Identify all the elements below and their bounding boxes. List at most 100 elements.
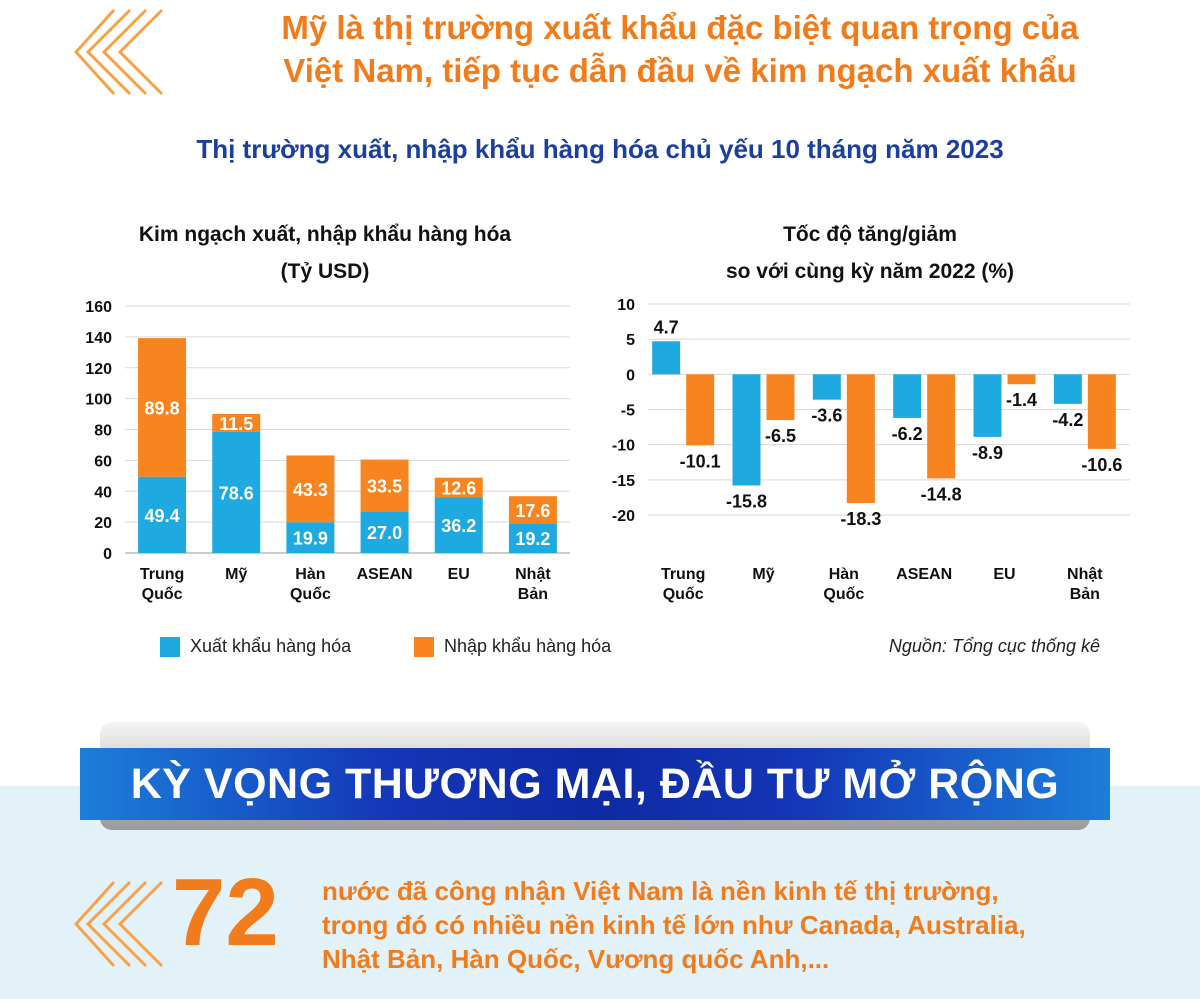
stat-line-2: trong đó có nhiều nền kinh tế lớn như Ca… xyxy=(322,910,1026,940)
data-label-export: 27.0 xyxy=(367,523,402,543)
data-label-export: 49.4 xyxy=(145,506,180,526)
data-label-export: 19.2 xyxy=(515,529,550,549)
x-category-label: Trung xyxy=(661,566,705,583)
legend-label-export: Xuất khẩu hàng hóa xyxy=(190,636,352,656)
bar-import xyxy=(1007,374,1036,385)
data-label-import: 33.5 xyxy=(367,476,402,496)
bar-export xyxy=(973,374,1002,437)
data-label-import: -14.8 xyxy=(921,484,962,504)
x-category-label: EU xyxy=(993,566,1015,583)
x-category-label: Mỹ xyxy=(225,566,247,583)
data-label-import: -6.5 xyxy=(765,426,796,446)
bar-export xyxy=(434,497,483,553)
bar-export xyxy=(286,522,335,553)
bar-import xyxy=(286,455,335,523)
bar-import xyxy=(766,374,795,421)
x-category-label: Quốc xyxy=(290,586,331,603)
data-label-export: -6.2 xyxy=(892,424,923,444)
banner-bar xyxy=(80,748,1110,820)
y-tick-label: 40 xyxy=(94,484,112,501)
bar-export xyxy=(212,431,261,553)
bar-export xyxy=(893,374,922,418)
left-chart-title-text: Kim ngạch xuất, nhập khẩu hàng hóa xyxy=(138,223,512,246)
data-label-import: -1.4 xyxy=(1006,390,1037,410)
left-chart-unit: (Tỷ USD) xyxy=(280,260,370,283)
y-tick-label: -15 xyxy=(612,473,635,490)
headline-line-2: Việt Nam, tiếp tục dẫn đầu về kim ngạch … xyxy=(283,52,1077,89)
chevron-decoration-icon xyxy=(74,880,164,968)
stat-description: nước đã công nhận Việt Nam là nền kinh t… xyxy=(322,874,1182,976)
data-label-export: -4.2 xyxy=(1052,410,1083,430)
x-category-label: Bản xyxy=(518,586,548,603)
data-label-export: -15.8 xyxy=(726,491,767,511)
bar-export xyxy=(812,374,841,400)
legend-swatch-export xyxy=(160,636,180,657)
x-category-label: Hàn xyxy=(829,566,859,583)
x-category-label: Mỹ xyxy=(752,566,774,583)
y-tick-label: 0 xyxy=(626,367,635,384)
bar-export xyxy=(138,476,187,553)
bar-export xyxy=(1053,374,1082,404)
right-chart-title: Tốc độ tăng/giảm so với cùng kỳ năm 2022… xyxy=(600,216,1140,290)
data-label-import: -18.3 xyxy=(840,509,881,529)
data-label-import: 12.6 xyxy=(441,478,476,498)
x-category-label: Quốc xyxy=(142,586,183,603)
data-label-import: -10.6 xyxy=(1081,455,1122,475)
bar-import xyxy=(360,459,409,512)
chevron-decoration-icon xyxy=(74,8,164,96)
bar-import xyxy=(927,374,956,479)
y-tick-label: 0 xyxy=(103,546,112,563)
legend-item-export: Xuất khẩu hàng hóa xyxy=(160,636,351,657)
y-tick-label: -10 xyxy=(612,438,635,455)
y-tick-label: 120 xyxy=(85,361,112,378)
bar-export xyxy=(360,511,409,553)
bar-import xyxy=(686,374,715,446)
y-tick-label: 100 xyxy=(85,392,112,409)
data-label-import: -10.1 xyxy=(680,451,721,471)
x-category-label: Nhật xyxy=(515,566,551,583)
bar-import xyxy=(212,413,261,432)
y-tick-label: -20 xyxy=(612,508,635,525)
data-label-import: 11.5 xyxy=(219,414,253,434)
x-category-label: Nhật xyxy=(1067,566,1103,583)
x-category-label: ASEAN xyxy=(357,566,413,583)
source-note: Nguồn: Tổng cục thống kê xyxy=(888,636,1100,656)
x-category-label: Hàn xyxy=(295,566,325,583)
stat-line-3: Nhật Bản, Hàn Quốc, Vương quốc Anh,... xyxy=(322,944,830,974)
y-tick-label: 160 xyxy=(85,299,112,316)
data-label-import: 17.6 xyxy=(515,501,550,521)
data-label-export: 4.7 xyxy=(654,317,679,337)
data-label-import: 89.8 xyxy=(145,398,180,418)
stat-line-1: nước đã công nhận Việt Nam là nền kinh t… xyxy=(322,876,999,906)
bar-import xyxy=(1087,374,1116,449)
legend-item-import: Nhập khẩu hàng hóa xyxy=(414,636,611,657)
bar-import xyxy=(434,477,483,498)
headline: Mỹ là thị trường xuất khẩu đặc biệt quan… xyxy=(180,6,1180,92)
data-label-import: 43.3 xyxy=(293,480,328,500)
data-label-export: 36.2 xyxy=(441,516,476,536)
bar-import xyxy=(138,338,187,477)
legend-label-import: Nhập khẩu hàng hóa xyxy=(444,636,612,656)
x-category-label: Trung xyxy=(140,566,184,583)
y-tick-label: 140 xyxy=(85,330,112,347)
bar-import xyxy=(508,496,557,524)
y-tick-label: 80 xyxy=(94,423,112,440)
y-tick-label: 60 xyxy=(94,453,112,470)
right-chart-title-line-1: Tốc độ tăng/giảm xyxy=(783,223,957,246)
stat-number: 72 xyxy=(172,859,279,966)
bar-import xyxy=(846,374,875,504)
right-chart-title-line-2: so với cùng kỳ năm 2022 (%) xyxy=(725,260,1015,283)
bar-export xyxy=(732,374,761,486)
y-tick-label: 20 xyxy=(94,515,112,532)
x-category-label: Quốc xyxy=(663,586,704,603)
x-category-label: Quốc xyxy=(823,586,864,603)
x-category-label: EU xyxy=(448,566,470,583)
data-label-export: -3.6 xyxy=(811,406,842,426)
x-category-label: ASEAN xyxy=(896,566,952,583)
x-category-label: Bản xyxy=(1070,586,1100,603)
y-tick-label: 10 xyxy=(617,297,635,314)
left-chart-title: Kim ngạch xuất, nhập khẩu hàng hóa (Tỷ U… xyxy=(60,216,590,290)
y-tick-label: 5 xyxy=(626,332,635,349)
